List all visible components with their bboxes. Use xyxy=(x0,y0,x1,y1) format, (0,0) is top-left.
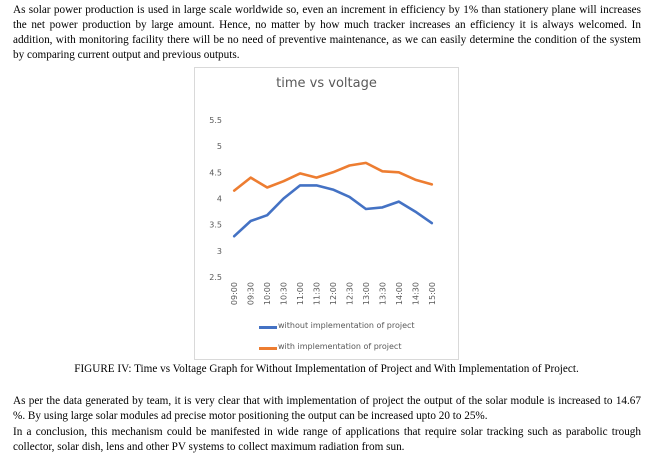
x-tick-label: 12:00 xyxy=(329,282,338,305)
chart-plot-area: 2.5 3 3.5 4 4.5 5 5.5 09:00 09:30 10:00 10:30 11:00… xyxy=(209,116,437,305)
x-tick-label: 11:00 xyxy=(296,282,305,305)
legend-item-without: without implementation of project xyxy=(259,320,459,334)
x-tick-label: 10:00 xyxy=(263,282,272,305)
y-tick-label: 3.5 xyxy=(209,221,222,230)
x-tick-label: 13:00 xyxy=(362,282,371,305)
legend-item-with: with implementation of project xyxy=(259,341,459,355)
intro-paragraph: As solar power production is used in lar… xyxy=(13,4,641,61)
line-chart: time vs voltage 2.5 3 3.5 4 4.5 5 5.5 09:00 09:3… xyxy=(194,67,459,360)
conclusion-paragraph: In a conclusion, this mechanism could be… xyxy=(13,426,641,453)
legend-swatch-with xyxy=(259,347,277,350)
x-tick-label: 11:30 xyxy=(313,282,322,305)
y-tick-label: 3 xyxy=(217,247,222,256)
y-tick-label: 4 xyxy=(217,195,222,204)
y-tick-label: 5.5 xyxy=(209,116,222,125)
x-tick-label: 09:00 xyxy=(230,282,239,305)
series-line-without xyxy=(232,184,434,238)
y-tick-label: 2.5 xyxy=(209,273,222,282)
y-tick-label: 4.5 xyxy=(209,168,222,177)
x-tick-label: 13:30 xyxy=(378,282,387,305)
legend-label-without: without implementation of project xyxy=(278,321,415,330)
x-tick-label: 15:00 xyxy=(428,282,437,305)
legend-label-with: with implementation of project xyxy=(278,342,402,351)
x-tick-label: 09:30 xyxy=(247,282,256,305)
x-tick-label: 14:00 xyxy=(395,282,404,305)
x-tick-label: 14:30 xyxy=(411,282,420,305)
legend-swatch-without xyxy=(259,326,277,329)
x-tick-label: 10:30 xyxy=(280,282,289,305)
series-line-with xyxy=(232,161,434,192)
y-tick-label: 5 xyxy=(217,142,222,151)
chart-title: time vs voltage xyxy=(276,76,377,91)
results-paragraph: As per the data generated by team, it is… xyxy=(13,395,641,422)
x-tick-label: 12:30 xyxy=(345,282,354,305)
figure-caption: FIGURE IV: Time vs Voltage Graph for Wit… xyxy=(74,363,579,375)
